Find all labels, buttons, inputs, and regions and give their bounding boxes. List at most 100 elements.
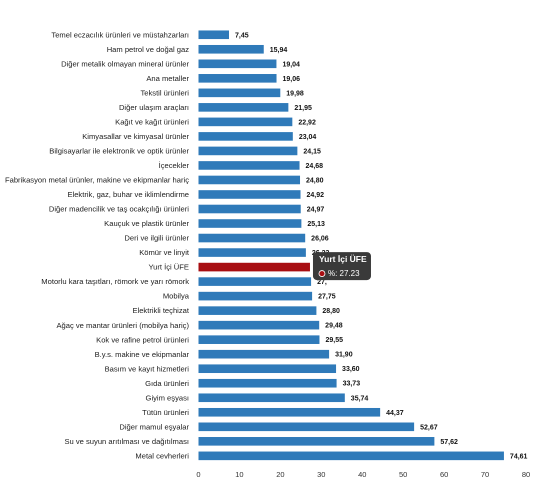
value-label: 19,04 [282, 61, 300, 68]
value-label: 23,04 [299, 134, 317, 141]
x-tick-label: 40 [358, 470, 366, 479]
category-label: Diğer madencilik ve taş ocakçılığı ürünl… [49, 205, 189, 214]
x-tick-label: 0 [196, 470, 200, 479]
bar[interactable] [198, 407, 381, 417]
category-label: Tütün ürünleri [142, 408, 189, 417]
tooltip-title: Yurt İçi ÜFE [319, 254, 367, 264]
category-label: Deri ve ilgili ürünler [124, 234, 189, 243]
bar[interactable] [198, 291, 313, 301]
bar[interactable] [198, 59, 277, 69]
value-label: 35,74 [351, 395, 369, 402]
category-label: Bilgisayarlar ile elektronik ve optik ür… [49, 147, 189, 156]
category-label: B.y.s. makine ve ekipmanlar [95, 350, 190, 359]
bar[interactable] [198, 44, 264, 54]
value-label: 19,06 [283, 76, 301, 83]
value-label: 24,80 [306, 177, 324, 184]
category-label: Elektrik, gaz, buhar ve iklimlendirme [67, 190, 189, 199]
value-label: 19,98 [286, 90, 304, 97]
x-tick-label: 60 [440, 470, 448, 479]
category-label: Yurt İçi ÜFE [148, 263, 189, 272]
value-label: 33,73 [343, 381, 361, 388]
value-label: 74,61 [510, 453, 528, 460]
bar[interactable] [198, 74, 277, 83]
bar[interactable] [198, 146, 298, 156]
value-label: 24,15 [303, 148, 321, 155]
bar[interactable] [198, 117, 293, 127]
category-label: Motorlu kara taşıtları, römork ve yarı r… [41, 277, 189, 286]
bar[interactable] [198, 219, 302, 228]
x-tick-label: 20 [276, 470, 284, 479]
bar[interactable] [198, 378, 337, 388]
x-tick-label: 10 [235, 470, 243, 479]
category-label: Mobilya [163, 292, 190, 301]
category-label: Basım ve kayıt hizmetleri [105, 364, 190, 373]
category-label: Ana metaller [146, 74, 189, 83]
bar[interactable] [198, 248, 306, 257]
category-label: Kauçuk ve plastik ürünler [104, 219, 189, 228]
bar[interactable] [198, 306, 317, 315]
tooltip-marker [318, 270, 326, 277]
value-label: 24,92 [307, 192, 325, 199]
category-label: Tekstil ürünleri [140, 88, 189, 97]
bar[interactable] [198, 233, 306, 243]
value-labels: 7,45 15,94 19,04 19,06 19,98 21,95 22,92 23,04 2… [235, 32, 528, 460]
category-label: Kömür ve linyit [139, 248, 190, 257]
value-label: 21,95 [294, 105, 312, 112]
category-label: Kağıt ve kağıt ürünleri [115, 117, 189, 126]
x-tick-label: 30 [317, 470, 325, 479]
category-label: Gıda ürünleri [145, 379, 189, 388]
category-label: Diğer metalik olmayan mineral ürünler [61, 59, 189, 68]
category-label: Kok ve rafine petrol ürünleri [96, 335, 189, 344]
value-label: 15,94 [270, 47, 288, 54]
bar[interactable] [198, 437, 435, 446]
bar[interactable] [198, 451, 504, 461]
bars [198, 30, 504, 461]
bar[interactable] [198, 277, 312, 286]
tooltip-box [312, 252, 371, 281]
value-label: 29,55 [325, 337, 343, 344]
category-label: Kimyasallar ve kimyasal ürünler [82, 132, 189, 141]
value-label: 24,97 [307, 207, 325, 214]
value-label: 22,92 [298, 119, 316, 126]
category-label: Ağaç ve mantar ürünleri (mobilya hariç) [56, 321, 189, 330]
bar[interactable] [198, 175, 301, 185]
value-label: 25,13 [307, 221, 325, 228]
category-label: Su ve suyun arıtılması ve dağıtılması [64, 437, 189, 446]
bar[interactable] [198, 161, 300, 170]
bar[interactable] [198, 204, 301, 214]
bar-highlight[interactable] [198, 262, 310, 272]
bar[interactable] [198, 364, 337, 374]
x-tick-label: 70 [481, 470, 489, 479]
bar[interactable] [198, 190, 301, 199]
bar[interactable] [198, 320, 320, 330]
value-label: 31,90 [335, 352, 353, 359]
bar[interactable] [198, 132, 293, 141]
category-labels: Temel eczacılık ürünleri ve müstahzarlar… [5, 30, 190, 460]
value-label: 24,68 [306, 163, 324, 170]
value-label: 52,67 [420, 424, 438, 431]
tooltip: Yurt İçi ÜFE %: 27.23 [312, 252, 371, 281]
value-label: 28,80 [322, 308, 340, 315]
category-label: Elektrikli teçhizat [132, 306, 189, 315]
bar[interactable] [198, 88, 281, 98]
value-label: 26,06 [311, 236, 329, 243]
category-label: Diğer mamul eşyalar [119, 422, 189, 431]
value-label: 7,45 [235, 32, 249, 39]
bar[interactable] [198, 422, 415, 432]
bar[interactable] [198, 30, 229, 40]
x-tick-label: 50 [399, 470, 407, 479]
value-label: 44,37 [386, 410, 404, 417]
value-label: 27,75 [318, 294, 336, 301]
bar[interactable] [198, 393, 345, 403]
bar[interactable] [198, 335, 320, 344]
bar[interactable] [198, 349, 330, 359]
value-label: 33,60 [342, 366, 360, 373]
category-label: İçecekler [159, 161, 190, 170]
category-label: Fabrikasyon metal ürünler, makine ve eki… [5, 176, 189, 185]
x-axis: 0 10 20 30 40 50 60 70 80 [196, 470, 530, 479]
category-label: Metal cevherleri [135, 451, 189, 460]
value-label: 27, [317, 279, 327, 286]
bar[interactable] [198, 103, 289, 112]
category-label: Giyim eşyası [146, 393, 189, 402]
